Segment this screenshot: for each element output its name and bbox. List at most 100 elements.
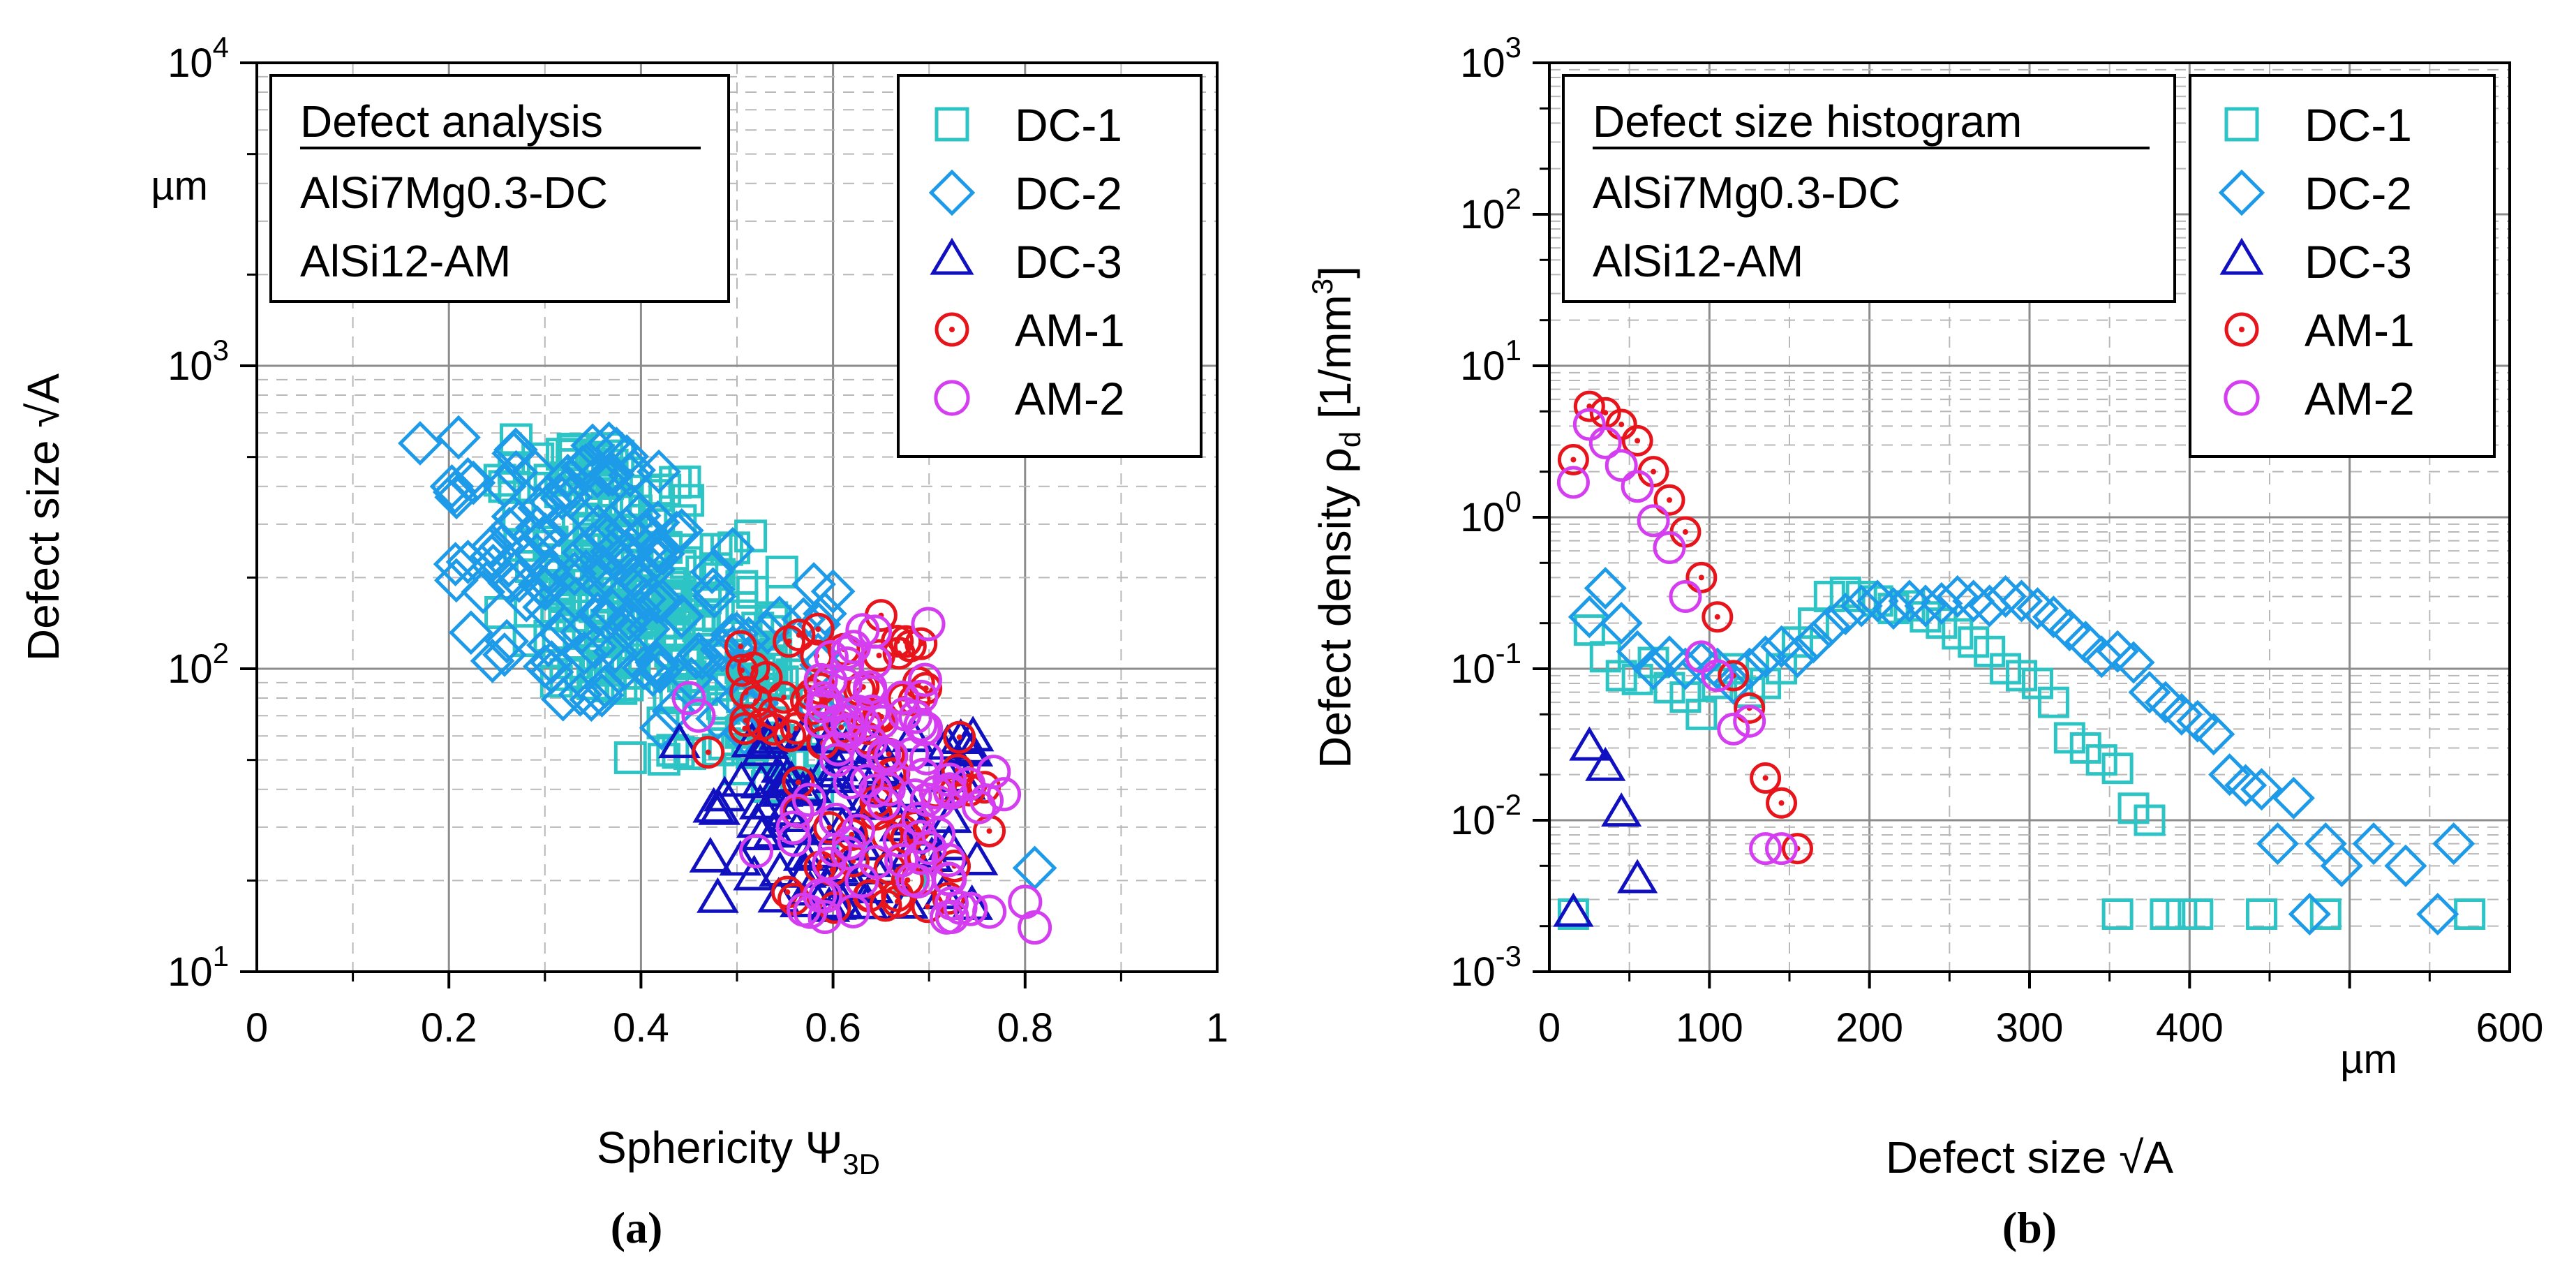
data-point-am-1-dot <box>1570 457 1577 463</box>
data-point-am-2 <box>809 685 844 720</box>
data-point-am-1-dot <box>894 638 900 644</box>
data-point-am-1-dot <box>1635 438 1641 444</box>
x-tick-label: 0.6 <box>805 1005 861 1051</box>
y-tick-label: 104 <box>167 31 229 86</box>
data-point-dc-1 <box>2454 898 2486 930</box>
data-point-am-1-dot <box>795 779 801 785</box>
data-point-dc-2 <box>575 503 620 549</box>
panel-b-unit-label: µm <box>2340 1037 2397 1082</box>
data-point-dc-1 <box>2101 753 2134 785</box>
data-point-am-1-dot <box>1667 497 1672 503</box>
data-point-dc-2 <box>540 676 586 722</box>
data-point-dc-1 <box>576 667 610 701</box>
data-point-am-1-ring <box>1702 601 1734 633</box>
data-point-dc-2 <box>1904 584 1947 628</box>
data-point-am-1-ring <box>932 882 965 915</box>
panel-b-y-axis-label-unit-sup: 3 <box>1306 279 1339 295</box>
x-tick-label: 0.8 <box>997 1005 1053 1051</box>
data-point-am-2 <box>887 697 922 732</box>
data-point-am-2 <box>845 613 880 648</box>
data-point-am-2 <box>953 891 988 926</box>
legend-marker-am-1-dot <box>2239 327 2244 332</box>
data-point-am-1-ring <box>904 627 938 660</box>
panel-a-x-axis-label-sub: 3D <box>842 1148 880 1180</box>
data-point-dc-2 <box>580 544 625 589</box>
data-point-dc-2 <box>710 625 755 670</box>
data-point-am-1-dot <box>817 864 823 870</box>
data-point-am-2 <box>962 790 997 824</box>
legend-label-dc-2: DC-2 <box>2305 168 2412 219</box>
y-tick-label-base: 10 <box>1460 495 1505 540</box>
data-point-dc-1 <box>1573 614 1605 646</box>
data-point-dc-2 <box>2320 844 2363 887</box>
data-point-dc-3 <box>689 836 732 873</box>
legend-label-dc-1: DC-1 <box>2305 99 2412 151</box>
panel-b-y-axis-label-close: ] <box>1310 266 1360 279</box>
data-point-dc-1 <box>1829 576 1861 608</box>
data-point-am-2 <box>903 840 939 875</box>
data-point-dc-2 <box>512 447 557 493</box>
data-point-dc-2 <box>1680 641 1723 684</box>
panel-a-scatter-plot: Defect analysis AlSi7Mg0.3-DC AlSi12-AM … <box>18 31 1228 1252</box>
data-point-am-1-ring <box>1621 424 1653 457</box>
data-point-am-1-dot <box>815 626 821 632</box>
data-point-dc-2 <box>1632 647 1675 690</box>
data-point-dc-1 <box>2085 744 2117 776</box>
data-point-dc-1 <box>1974 635 2006 667</box>
y-tick-label-exponent: 4 <box>213 31 229 64</box>
data-point-am-2 <box>884 843 919 878</box>
legend-marker-am-2 <box>2224 380 2260 416</box>
data-point-am-2 <box>813 663 848 699</box>
y-tick-label: 10-2 <box>1450 788 1521 843</box>
legend-marker-am-1-dot <box>949 327 955 332</box>
data-point-dc-1 <box>2309 898 2342 930</box>
data-point-dc-2 <box>429 464 475 509</box>
y-tick-label: 101 <box>1460 334 1521 389</box>
legend-label-am-1: AM-1 <box>1015 304 1125 356</box>
data-point-am-1 <box>1605 408 1637 440</box>
data-point-dc-2 <box>2352 822 2395 866</box>
data-point-dc-2 <box>2288 892 2331 936</box>
data-point-dc-2 <box>484 618 530 664</box>
x-tick-label: 1 <box>1206 1005 1228 1051</box>
data-point-dc-2 <box>558 672 603 717</box>
legend-item-dc-3: DC-3 <box>2219 236 2412 288</box>
data-point-am-1-dot <box>924 903 930 910</box>
data-point-dc-2 <box>448 610 493 655</box>
data-point-am-2 <box>1621 470 1654 503</box>
data-point-am-1-dot <box>1682 529 1688 535</box>
legend-marker-am-1-ring <box>935 312 969 347</box>
data-point-dc-3 <box>814 775 858 811</box>
data-point-dc-2 <box>2144 681 2187 724</box>
data-point-dc-2 <box>2256 822 2300 866</box>
data-point-am-2 <box>833 765 868 800</box>
data-point-dc-2 <box>491 431 537 476</box>
data-point-am-1-dot <box>784 889 791 896</box>
data-point-dc-3 <box>658 723 701 759</box>
data-point-dc-1 <box>2006 660 2038 692</box>
panel-b-y-axis-label: Defect density ρd [1/mm3] <box>1306 266 1367 769</box>
data-point-dc-2 <box>616 493 662 538</box>
panel-b-y-axis-label-sub: d <box>1334 431 1367 447</box>
data-point-dc-1 <box>2069 732 2101 764</box>
data-point-am-2 <box>929 900 964 935</box>
data-point-am-1 <box>801 612 835 646</box>
data-point-dc-2 <box>654 510 699 556</box>
x-tick-label: 0.4 <box>613 1005 669 1051</box>
data-point-dc-2 <box>432 470 477 514</box>
panel-a-unit-label: µm <box>151 163 208 209</box>
data-point-am-1-dot <box>1698 575 1704 581</box>
data-point-am-1-dot <box>738 644 744 650</box>
series-dc-3 <box>1553 726 1658 927</box>
data-point-dc-2 <box>700 628 745 673</box>
data-point-dc-2 <box>625 607 671 652</box>
data-point-am-2 <box>855 694 890 729</box>
data-point-dc-1 <box>2037 686 2069 718</box>
data-point-am-1-dot <box>838 724 844 730</box>
data-point-dc-2 <box>2176 699 2219 743</box>
data-point-dc-3 <box>813 757 856 794</box>
x-tick-label: 400 <box>2156 1005 2224 1051</box>
data-point-dc-1 <box>1781 626 1813 658</box>
data-point-dc-2 <box>2192 713 2235 756</box>
data-point-dc-2 <box>523 512 568 558</box>
